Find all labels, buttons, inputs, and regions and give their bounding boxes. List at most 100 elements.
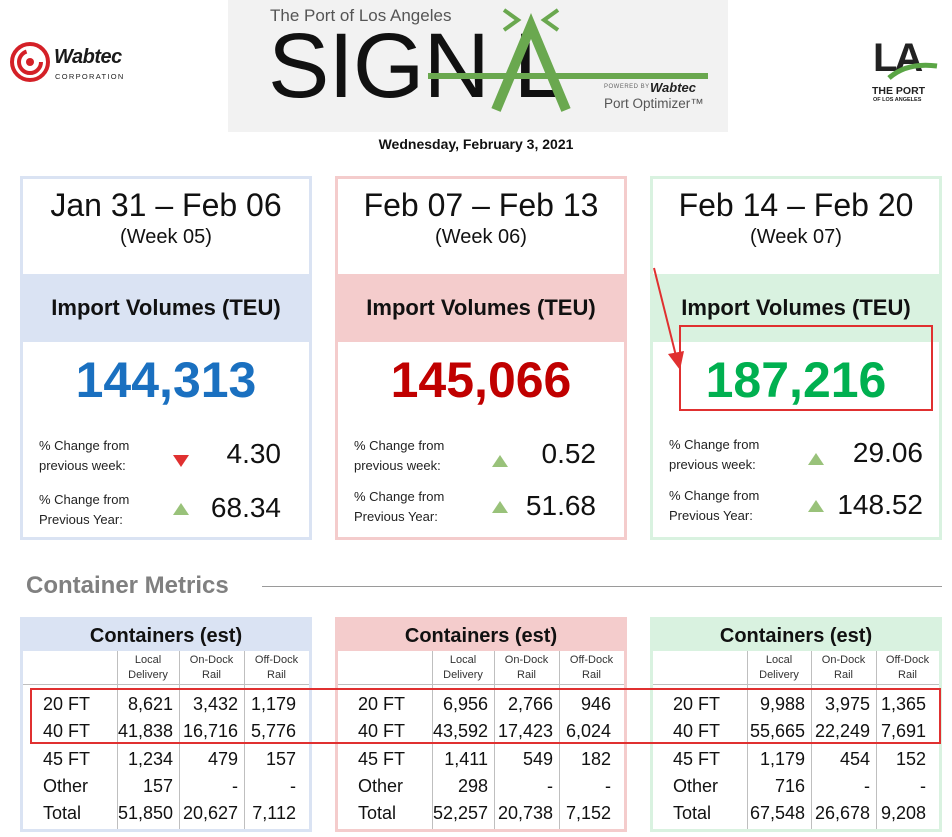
wabtec-swirl-icon xyxy=(10,42,50,82)
column-header-on-dock: On-Dock Rail xyxy=(189,654,234,681)
metric-band: Import Volumes (TEU) xyxy=(23,274,309,342)
cell-value: 7,112 xyxy=(252,803,296,823)
row-label: 40 FT xyxy=(673,721,721,741)
weekly-change-label: % Change from previous week: xyxy=(354,438,445,473)
signal-subtitle: The Port of Los Angeles xyxy=(270,6,452,25)
section-divider xyxy=(262,586,942,587)
cell-value: 157 xyxy=(142,776,173,796)
yearly-change-label: % Change from Previous Year: xyxy=(669,488,760,523)
column-divider xyxy=(747,651,748,829)
port-name-line2: OF LOS ANGELES xyxy=(873,97,922,103)
cell-value: 9,208 xyxy=(880,803,926,823)
cell-value: 298 xyxy=(457,776,488,796)
header-divider xyxy=(653,684,939,685)
wabtec-corporation: CORPORATION xyxy=(55,72,125,81)
cell-value: 3,975 xyxy=(824,694,870,714)
signal-banner: The Port of Los Angeles SIGN L POWERED B… xyxy=(228,0,728,132)
import-volume: 187,216 xyxy=(705,352,887,408)
metric-band: Import Volumes (TEU) xyxy=(653,274,939,342)
yearly-change-label: % Change from Previous Year: xyxy=(354,489,445,524)
cell-value: 9,988 xyxy=(759,694,805,714)
cell-value: 7,691 xyxy=(880,721,926,741)
metric-band: Import Volumes (TEU) xyxy=(338,274,624,342)
cell-value: - xyxy=(547,776,553,796)
row-label: 20 FT xyxy=(673,694,721,714)
cell-value: 152 xyxy=(895,749,926,769)
cell-value: 6,024 xyxy=(565,721,611,741)
cell-value: 716 xyxy=(774,776,805,796)
cell-value: 946 xyxy=(580,694,611,714)
cell-value: - xyxy=(605,776,611,796)
week-range: Feb 14 – Feb 20 xyxy=(678,187,914,223)
row-label: 45 FT xyxy=(43,749,91,769)
yearly-change-value: 51.68 xyxy=(525,490,596,521)
week-number: (Week 07) xyxy=(750,226,842,248)
week-card-07: Feb 14 – Feb 20 (Week 07) Import Volumes… xyxy=(650,176,942,540)
row-label: 40 FT xyxy=(358,721,406,741)
cell-value: 41,838 xyxy=(117,721,173,741)
weekly-change-label: % Change from previous week: xyxy=(669,437,760,472)
cell-value: - xyxy=(920,776,926,796)
column-header-local: Local Delivery xyxy=(759,654,799,681)
cell-value: 52,257 xyxy=(432,803,488,823)
row-label: 45 FT xyxy=(673,749,721,769)
report-date: Wednesday, February 3, 2021 xyxy=(378,136,574,152)
weekly-change-value: 4.30 xyxy=(226,438,282,469)
week-range: Feb 07 – Feb 13 xyxy=(363,187,599,223)
week-card-05: Jan 31 – Feb 06 (Week 05) Import Volumes… xyxy=(20,176,312,540)
cell-value: 6,956 xyxy=(442,694,488,714)
cell-value: 157 xyxy=(265,749,296,769)
containers-table-week05: Containers (est) Local Delivery On-Dock … xyxy=(20,617,312,832)
cell-value: 17,423 xyxy=(497,721,553,741)
cell-value: - xyxy=(864,776,870,796)
week-number: (Week 06) xyxy=(435,226,527,248)
metric-label: Import Volumes (TEU) xyxy=(51,295,281,320)
up-arrow-icon xyxy=(492,455,508,467)
table-title: Containers (est) xyxy=(338,620,624,651)
import-volume: 145,066 xyxy=(390,352,572,408)
wabtec-name: Wabtec xyxy=(54,46,122,68)
weekly-change-label: % Change from previous week: xyxy=(39,438,130,473)
containers-table-week06: Containers (est) Local Delivery On-Dock … xyxy=(335,617,627,832)
table-title: Containers (est) xyxy=(653,620,939,651)
row-label: Total xyxy=(43,803,82,823)
cell-value: 2,766 xyxy=(507,694,553,714)
cell-value: 1,179 xyxy=(759,749,805,769)
week-card-06: Feb 07 – Feb 13 (Week 06) Import Volumes… xyxy=(335,176,627,540)
cell-value: 26,678 xyxy=(814,803,870,823)
cell-value: 20,738 xyxy=(497,803,553,823)
column-header-local: Local Delivery xyxy=(128,654,168,681)
row-label: 45 FT xyxy=(358,749,406,769)
row-label: Other xyxy=(43,776,89,796)
weekly-change-value: 29.06 xyxy=(852,437,923,468)
week-range: Jan 31 – Feb 06 xyxy=(50,187,282,223)
row-label: 40 FT xyxy=(43,721,91,741)
wabtec-logo: Wabtec CORPORATION xyxy=(8,40,148,90)
cell-value: 1,365 xyxy=(880,694,926,714)
weekly-change-value: 0.52 xyxy=(541,438,597,469)
yearly-change-label: % Change from Previous Year: xyxy=(39,492,130,527)
signal-product: Port Optimizer™ xyxy=(604,96,704,111)
column-divider xyxy=(432,651,433,829)
up-arrow-icon xyxy=(173,503,189,515)
yearly-change-value: 148.52 xyxy=(837,489,923,520)
port-of-la-logo: LA THE PORT OF LOS ANGELES xyxy=(865,36,945,108)
cell-value: 20,627 xyxy=(182,803,238,823)
column-header-off-dock: Off-Dock Rail xyxy=(569,654,614,681)
column-divider xyxy=(494,651,495,829)
cell-value: 67,548 xyxy=(749,803,805,823)
metric-label: Import Volumes (TEU) xyxy=(366,295,596,320)
cell-value: - xyxy=(232,776,238,796)
cell-value: 5,776 xyxy=(250,721,296,741)
column-divider xyxy=(179,651,180,829)
cell-value: 549 xyxy=(522,749,553,769)
table-title: Containers (est) xyxy=(23,620,309,651)
cell-value: 1,411 xyxy=(444,749,488,769)
cell-value: - xyxy=(290,776,296,796)
column-divider xyxy=(876,651,877,829)
cell-value: 479 xyxy=(207,749,238,769)
header-divider xyxy=(338,684,624,685)
cell-value: 7,152 xyxy=(565,803,611,823)
cell-value: 55,665 xyxy=(749,721,805,741)
cell-value: 3,432 xyxy=(192,694,238,714)
